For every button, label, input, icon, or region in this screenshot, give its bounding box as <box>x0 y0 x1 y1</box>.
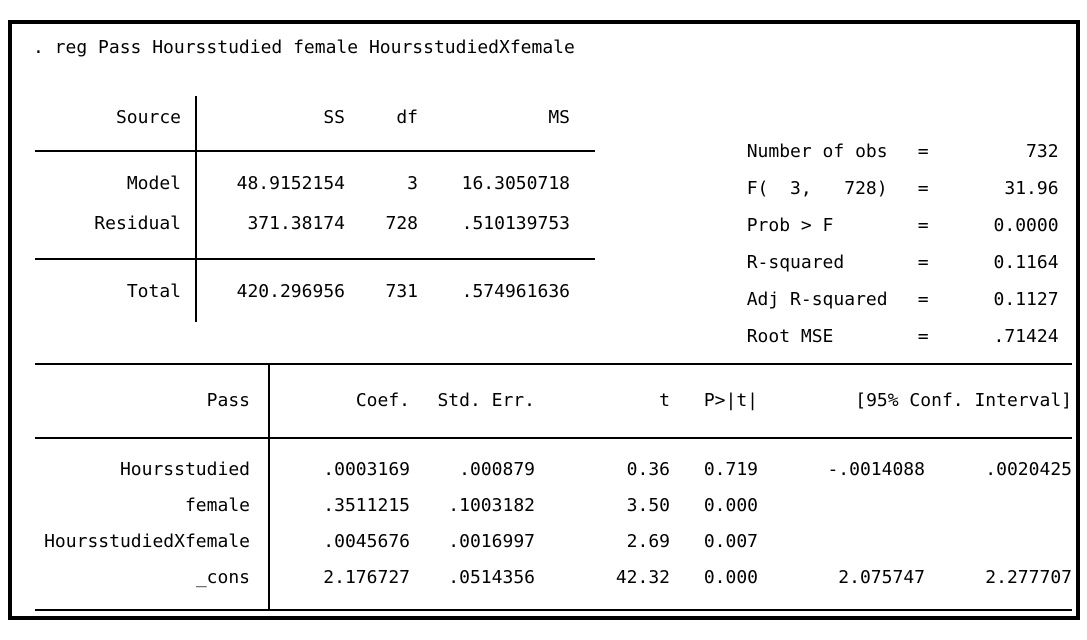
anova-row-residual: Residual 371.38174 728 .510139753 <box>35 204 595 244</box>
stat-value: 0.1164 <box>993 252 1059 273</box>
stat-label: Adj R-squared <box>746 289 888 310</box>
coef-rule-bottom <box>35 609 1072 611</box>
anova-header-ss: SS <box>323 107 345 128</box>
stat-r-squared: R-squared = 0.1164 <box>660 207 1059 273</box>
p-value: 0.007 <box>703 531 758 552</box>
stderr-value: .1003182 <box>448 495 535 516</box>
coef-header-row: Pass Coef. Std. Err. t P>|t| [95% Conf. … <box>35 365 1072 437</box>
anova-rule-total <box>35 258 595 260</box>
coef-row-hoursstudiedxfemale: HoursstudiedXfemale .0045676 .0016997 2.… <box>35 524 1072 560</box>
depvar-label: Pass <box>206 390 250 411</box>
ci-high <box>925 524 1072 560</box>
stat-label: F( 3, 728) <box>746 178 888 199</box>
anova-residual-ss: 371.38174 <box>247 213 345 234</box>
var-name: HoursstudiedXfemale <box>44 531 250 552</box>
coef-value: .3511215 <box>323 495 410 516</box>
coef-row-hoursstudied: Hoursstudied .0003169 .000879 0.36 0.719… <box>35 452 1072 488</box>
ci-low: 2.075747 <box>838 567 925 588</box>
stat-prob-f: Prob > F = 0.0000 <box>660 170 1059 236</box>
coef-value: 2.176727 <box>323 567 410 588</box>
anova-model-df: 3 <box>407 173 418 194</box>
anova-body: Model 48.9152154 3 16.3050718 Residual 3… <box>35 152 595 258</box>
t-value: 42.32 <box>615 567 670 588</box>
p-value: 0.000 <box>703 495 758 516</box>
t-value: 2.69 <box>626 531 670 552</box>
coef-row-cons: _cons 2.176727 .0514356 42.32 0.000 2.07… <box>35 560 1072 596</box>
coef-value: .0003169 <box>323 459 410 480</box>
anova-total-df: 731 <box>385 281 418 302</box>
anova-header-row: Source SS df MS <box>35 96 595 150</box>
anova-residual-ms: .510139753 <box>461 213 570 234</box>
coef-row-female: female .3511215 .1003182 3.50 0.000 <box>35 488 1072 524</box>
coef-header-p: P>|t| <box>703 390 758 411</box>
var-name: Hoursstudied <box>119 459 250 480</box>
coef-value: .0045676 <box>323 531 410 552</box>
anova-header-ms: MS <box>548 107 570 128</box>
anova-row-model: Model 48.9152154 3 16.3050718 <box>35 164 595 204</box>
anova-model-ss: 48.9152154 <box>236 173 345 194</box>
p-value: 0.000 <box>703 567 758 588</box>
stat-value: 31.96 <box>1004 178 1059 199</box>
coef-rule-top <box>35 363 1072 365</box>
stat-f-statistic: F( 3, 728) = 31.96 <box>660 133 1059 199</box>
ci-high <box>925 488 1072 524</box>
command-line: . reg Pass Hoursstudied female Hoursstud… <box>33 37 575 58</box>
stat-label: R-squared <box>746 252 845 273</box>
ci-low: -.0014088 <box>827 459 925 480</box>
stderr-value: .0514356 <box>448 567 535 588</box>
stat-root-mse: Root MSE = .71424 <box>660 281 1059 347</box>
model-fit-stats: Number of obs = 732 F( 3, 728) = 31.96 Prob … <box>660 96 1059 347</box>
ci-low <box>758 488 925 524</box>
equals-sign: = <box>917 141 929 162</box>
stat-value: .71424 <box>993 326 1059 347</box>
anova-residual-label: Residual <box>94 213 181 234</box>
stat-label: Prob > F <box>746 215 834 236</box>
coef-rule-header <box>35 437 1072 439</box>
stderr-value: .000879 <box>459 459 535 480</box>
anova-rule-top <box>35 150 595 152</box>
coef-body: Hoursstudied .0003169 .000879 0.36 0.719… <box>35 439 1072 609</box>
anova-total-ss: 420.296956 <box>236 281 345 302</box>
equals-sign: = <box>917 326 929 347</box>
anova-residual-df: 728 <box>385 213 418 234</box>
stat-value: 0.0000 <box>993 215 1059 236</box>
stat-value: 0.1127 <box>993 289 1059 310</box>
stat-value: 732 <box>1026 141 1059 162</box>
stata-output-window: . reg Pass Hoursstudied female Hoursstud… <box>8 20 1080 620</box>
anova-model-ms: 16.3050718 <box>461 173 570 194</box>
anova-header-df: df <box>396 107 418 128</box>
anova-vertical-divider <box>195 96 197 322</box>
stat-number-of-obs: Number of obs = 732 <box>660 96 1059 162</box>
anova-header-source: Source <box>115 107 181 128</box>
stat-adj-r-squared: Adj R-squared = 0.1127 <box>660 244 1059 310</box>
equals-sign: = <box>917 289 929 310</box>
equals-sign: = <box>917 215 929 236</box>
regression-summary-section: Source SS df MS Model 48.9152154 3 16.30… <box>12 96 1076 347</box>
var-name: female <box>184 495 250 516</box>
stat-label: Root MSE <box>746 326 834 347</box>
t-value: 0.36 <box>626 459 670 480</box>
anova-total-ms: .574961636 <box>461 281 570 302</box>
stderr-value: .0016997 <box>448 531 535 552</box>
anova-table: Source SS df MS Model 48.9152154 3 16.30… <box>35 96 595 322</box>
equals-sign: = <box>917 178 929 199</box>
coef-header-ci: [95% Conf. Interval] <box>855 390 1072 411</box>
coef-vertical-divider <box>268 363 270 611</box>
stat-label: Number of obs <box>746 141 888 162</box>
p-value: 0.719 <box>703 459 758 480</box>
t-value: 3.50 <box>626 495 670 516</box>
coef-header-stderr: Std. Err. <box>437 390 535 411</box>
coefficient-table: Pass Coef. Std. Err. t P>|t| [95% Conf. … <box>35 363 1072 611</box>
anova-model-label: Model <box>126 173 181 194</box>
ci-high: 2.277707 <box>985 567 1072 588</box>
anova-row-total: Total 420.296956 731 .574961636 <box>35 272 595 312</box>
coef-header-t: t <box>659 390 670 411</box>
ci-low <box>758 524 925 560</box>
var-name: _cons <box>195 567 250 588</box>
anova-total-section: Total 420.296956 731 .574961636 <box>35 260 595 322</box>
anova-total-label: Total <box>126 281 181 302</box>
coef-header-coef: Coef. <box>355 390 410 411</box>
ci-high: .0020425 <box>985 459 1072 480</box>
equals-sign: = <box>917 252 929 273</box>
